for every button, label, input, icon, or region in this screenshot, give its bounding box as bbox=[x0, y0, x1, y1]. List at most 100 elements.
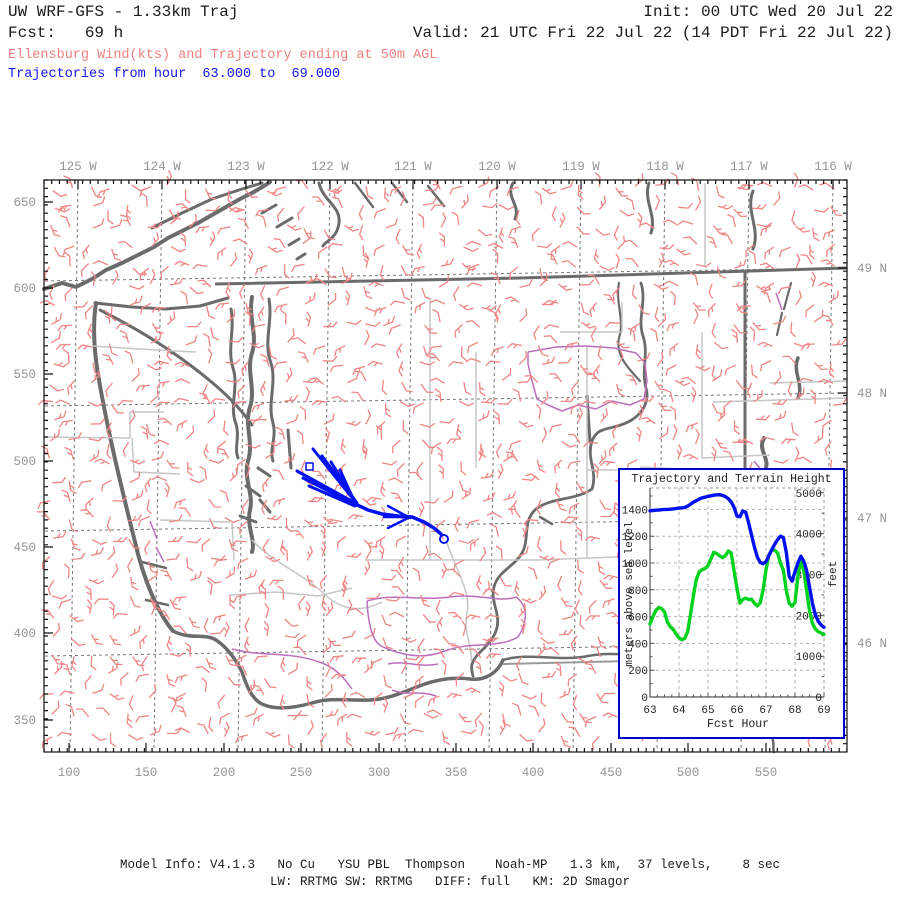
inset-hour-label: 67 bbox=[759, 705, 772, 717]
coastline bbox=[646, 181, 654, 235]
feet-axis-title: feet bbox=[828, 561, 840, 587]
lon-label: 121 W bbox=[394, 160, 432, 174]
trajectory-layer bbox=[295, 447, 449, 544]
inset-labels: 0200400600800100012001400010002000300040… bbox=[622, 489, 840, 717]
coastline bbox=[538, 515, 554, 526]
inset-hour-label: 68 bbox=[788, 705, 801, 717]
plot-subtitle-trajectory: Trajectories from hour 63.000 to 69.000 bbox=[8, 67, 341, 82]
grid-x-label: 150 bbox=[135, 766, 158, 780]
inset-chart-title: Trajectory and Terrain Height bbox=[631, 473, 832, 486]
trajectory-start-marker bbox=[305, 462, 314, 471]
map-canvas: 125 W 124 W 123 W 122 W 121 W 120 W 119 W 118 W… bbox=[13, 160, 887, 780]
coastline bbox=[229, 307, 240, 460]
coastline bbox=[266, 297, 276, 463]
coastline bbox=[98, 308, 254, 427]
inset-tick-label-feet: 0 bbox=[815, 693, 822, 705]
grid-y-label: 450 bbox=[13, 541, 36, 555]
coastline bbox=[749, 189, 757, 251]
inset-chart-panel: Trajectory and Terrain Height 0 200 400 600… bbox=[618, 468, 845, 739]
trajectory-line bbox=[338, 468, 358, 507]
coastline bbox=[42, 180, 272, 291]
inset-tick-label-meters: 400 bbox=[628, 639, 648, 651]
model-info-line2: LW: RRTMG SW: RRTMG DIFF: full KM: 2D Sm… bbox=[269, 875, 631, 889]
lon-label: 119 W bbox=[562, 160, 600, 174]
trajectory-arrow bbox=[386, 515, 412, 530]
grid-y-label: 350 bbox=[13, 714, 36, 728]
grid-x-label: 300 bbox=[368, 766, 391, 780]
inset-tick-label-meters: 600 bbox=[628, 613, 648, 625]
coastline bbox=[286, 428, 293, 470]
terrain-height-curve bbox=[648, 548, 826, 642]
coastline bbox=[509, 181, 518, 221]
grid-y-label: 600 bbox=[13, 282, 36, 296]
inset-x-axis-label: Fcst Hour bbox=[706, 718, 770, 731]
grid-y-label: 650 bbox=[13, 196, 36, 210]
inset-hour-label: 69 bbox=[817, 705, 830, 717]
wind-barb-field bbox=[37, 170, 848, 751]
inset-tick-label-meters: 0 bbox=[641, 693, 648, 705]
init-time: Init: 00 UTC Wed 20 Jul 22 bbox=[643, 3, 893, 21]
coastline bbox=[775, 281, 793, 337]
lon-label: 117 W bbox=[730, 160, 768, 174]
grid-x-label: 250 bbox=[290, 766, 313, 780]
trajectory-line bbox=[307, 484, 357, 508]
coastline bbox=[616, 281, 642, 383]
trajectory-height-curve bbox=[648, 493, 826, 629]
lon-label: 120 W bbox=[478, 160, 516, 174]
trajectory-end-marker bbox=[439, 534, 449, 544]
coastline bbox=[150, 181, 264, 230]
map-axis-labels: 125 W 124 W 123 W 122 W 121 W 120 W 119 W 118 W… bbox=[13, 160, 887, 780]
inset-hour-label: 63 bbox=[643, 705, 656, 717]
inset-chart-canvas: 0200400600800100012001400010002000300040… bbox=[622, 487, 840, 717]
inset-tick-label-meters: 800 bbox=[628, 586, 648, 598]
inset-tick-label-meters: 1400 bbox=[622, 505, 648, 517]
coastline bbox=[317, 181, 341, 248]
inset-tick-label-meters: 1000 bbox=[622, 559, 648, 571]
lon-label: 116 W bbox=[814, 160, 852, 174]
valid-time: Valid: 21 UTC Fri 22 Jul 22 (14 PDT Fri … bbox=[412, 24, 893, 42]
grid-x-label: 100 bbox=[58, 766, 81, 780]
coastline bbox=[470, 281, 649, 678]
grid-x-label: 500 bbox=[677, 766, 700, 780]
coastline bbox=[140, 560, 170, 607]
coastline bbox=[171, 629, 505, 710]
grid-x-label: 200 bbox=[213, 766, 236, 780]
lon-label: 118 W bbox=[646, 160, 684, 174]
lon-label: 124 W bbox=[143, 160, 181, 174]
product-title: UW WRF-GFS - 1.33km Traj bbox=[8, 3, 239, 21]
coastline bbox=[760, 436, 769, 473]
inset-hour-label: 66 bbox=[730, 705, 743, 717]
grid-y-label: 550 bbox=[13, 368, 36, 382]
inset-tick-label-meters: 1200 bbox=[622, 532, 648, 544]
coastline bbox=[92, 301, 175, 633]
inset-tick-label-meters: 200 bbox=[628, 666, 648, 678]
lat-label: 47 N bbox=[857, 512, 887, 526]
grid-x-label: 450 bbox=[600, 766, 623, 780]
coastline bbox=[244, 295, 256, 554]
inset-tick-label-feet: 1000 bbox=[796, 652, 822, 664]
trajectory-line bbox=[301, 476, 358, 507]
canada-border bbox=[214, 266, 848, 286]
grid-x-label: 350 bbox=[445, 766, 468, 780]
lon-label: 123 W bbox=[227, 160, 265, 174]
coastline bbox=[238, 466, 272, 524]
forecast-hour: Fcst: 69 h bbox=[8, 24, 124, 42]
coastline bbox=[260, 203, 307, 261]
coastline bbox=[93, 296, 230, 311]
meters-axis-title: meters above sea level bbox=[624, 521, 636, 666]
axis-ticks bbox=[43, 179, 848, 752]
grid-x-label: 550 bbox=[755, 766, 778, 780]
inset-tick-label-feet: 5000 bbox=[796, 489, 822, 501]
inset-hour-label: 65 bbox=[701, 705, 714, 717]
lon-label: 125 W bbox=[59, 160, 97, 174]
model-info-line1: Model Info: V4.1.3 No Cu YSU PBL Thompso… bbox=[119, 858, 781, 872]
lat-label: 46 N bbox=[857, 637, 887, 651]
inset-hour-label: 64 bbox=[672, 705, 686, 717]
lat-label: 49 N bbox=[857, 262, 887, 276]
lat-label: 48 N bbox=[857, 387, 887, 401]
grid-y-label: 500 bbox=[13, 455, 36, 469]
trajectory-line bbox=[295, 469, 359, 506]
lon-label: 122 W bbox=[311, 160, 349, 174]
inset-tick-label-feet: 4000 bbox=[796, 530, 822, 542]
trajectory-main-line bbox=[353, 502, 443, 536]
